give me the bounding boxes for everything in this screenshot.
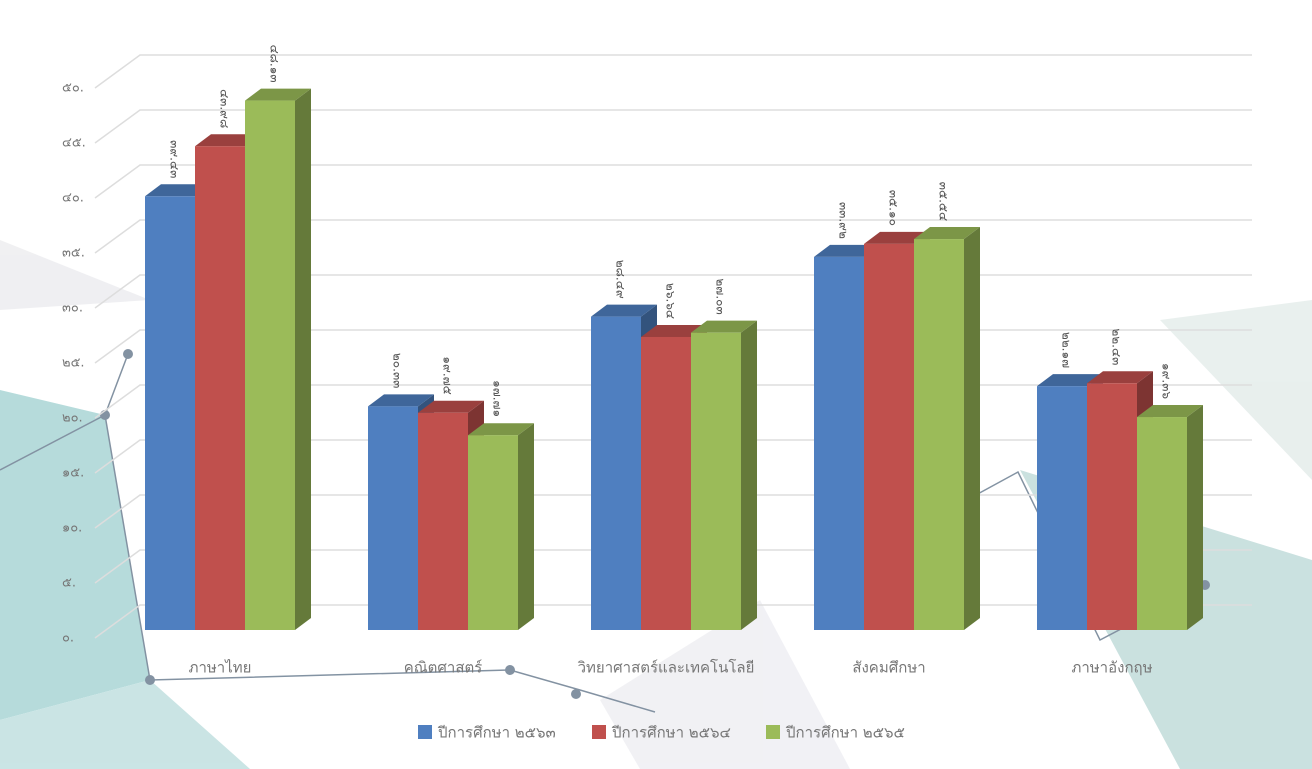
bar-side xyxy=(741,320,757,630)
legend-label: ปีการศึกษา ๒๕๖๓ xyxy=(437,724,556,742)
x-tick-label: วิทยาศาสตร์และเทคโนโลยี xyxy=(577,659,754,677)
legend-swatch xyxy=(766,725,780,739)
bar-top xyxy=(641,324,707,337)
y-tick-label: ๓๐. xyxy=(62,301,83,316)
grid-line xyxy=(94,164,1252,199)
bar-top xyxy=(145,184,211,197)
bar-top xyxy=(1137,405,1203,418)
bar-top xyxy=(691,320,757,333)
bar-top xyxy=(368,394,434,407)
grid-line xyxy=(94,109,1252,144)
bar-top xyxy=(418,400,484,413)
bar-top xyxy=(1087,371,1153,384)
bar-front xyxy=(1087,383,1137,630)
bar-front xyxy=(195,146,245,630)
bar-front xyxy=(914,239,964,630)
bar-front xyxy=(641,336,691,630)
bar xyxy=(245,88,311,630)
bar-top xyxy=(914,227,980,240)
bar-top xyxy=(1037,374,1103,387)
y-tick-label: ๓๕. xyxy=(62,246,85,261)
value-label: ๓๙.๔๓ xyxy=(168,140,182,178)
value-label: ๒๘.๔๙ xyxy=(614,260,628,299)
y-tick-label: ๑๕. xyxy=(62,466,84,481)
bar-side xyxy=(295,88,311,630)
bar-front xyxy=(864,243,914,630)
value-label: ๒๒.๑๗ xyxy=(1060,332,1074,368)
value-label: ๓๕.๕๔ xyxy=(937,182,951,221)
bar-top xyxy=(814,244,880,257)
bar-top xyxy=(864,231,930,244)
x-tick-label: สังคมศึกษา xyxy=(852,659,925,677)
bar xyxy=(1137,405,1203,630)
bar-top xyxy=(468,423,534,436)
bar xyxy=(914,227,980,630)
bar-front xyxy=(468,435,518,630)
y-tick-label: ๔๕. xyxy=(62,136,86,151)
legend-label: ปีการศึกษา ๒๕๖๕ xyxy=(785,724,905,742)
value-label: ๓๕.๑๐ xyxy=(887,190,901,226)
bar-front xyxy=(368,406,418,630)
value-label: ๑๗.๗๑ xyxy=(491,380,505,417)
legend-swatch xyxy=(592,725,606,739)
x-tick-label: คณิตศาสตร์ xyxy=(404,659,483,677)
legend-label: ปีการศึกษา ๒๕๖๔ xyxy=(611,724,731,742)
bar-front xyxy=(691,332,741,630)
y-tick-label: ๑๐. xyxy=(62,521,82,536)
bar-front xyxy=(1137,417,1187,630)
x-tick-label: ภาษาอังกฤษ xyxy=(1071,659,1152,677)
bar-front xyxy=(418,412,468,630)
bar-front xyxy=(814,256,864,630)
y-tick-label: ๒๕. xyxy=(62,356,85,371)
bar xyxy=(468,423,534,630)
plot-area: ๐. ๕. ๑๐. ๑๕. ๒๐. ๒๕. ๓๐. ๓๕. ๔๐. ๔๕. ๕๐. ภาษาไทย ๓๙… xyxy=(62,45,1252,677)
bar-side xyxy=(1187,405,1203,630)
bar-front xyxy=(145,196,195,630)
bar-front xyxy=(591,316,641,630)
value-label: ๒๖.๖๔ xyxy=(664,283,678,319)
bar-top xyxy=(245,88,311,101)
bar-side xyxy=(518,423,534,630)
bar-top xyxy=(195,134,261,147)
bar-top xyxy=(591,304,657,317)
bar xyxy=(691,320,757,630)
legend: ปีการศึกษา ๒๕๖๓ ปีการศึกษา ๒๕๖๔ ปีการศึกษา… xyxy=(418,724,905,742)
legend-swatch xyxy=(418,725,432,739)
value-label: ๔๘.๑๓ xyxy=(268,45,282,83)
grid-line xyxy=(94,219,1252,254)
value-label: ๒๐.๓๓ xyxy=(391,353,405,388)
bar-front xyxy=(245,100,295,630)
y-tick-label: ๕. xyxy=(62,576,76,591)
y-tick-label: ๕๐. xyxy=(62,81,84,96)
bar-front xyxy=(1037,386,1087,630)
bar-side xyxy=(964,227,980,630)
x-tick-label: ภาษาไทย xyxy=(189,659,252,677)
value-label: ๒๒.๔๓ xyxy=(1110,328,1124,365)
y-tick-label: ๔๐. xyxy=(62,191,84,206)
value-label: ๑๙.๗๕ xyxy=(441,356,455,394)
grid-line xyxy=(94,54,1252,89)
value-label: ๔๓.๙๘ xyxy=(218,89,232,128)
y-tick-label: ๐. xyxy=(62,631,74,646)
y-tick-label: ๒๐. xyxy=(62,411,83,426)
value-label: ๒๗.๐๓ xyxy=(714,278,728,314)
bar xyxy=(814,244,880,630)
value-label: ๓๓.๙๒ xyxy=(837,202,851,239)
value-label: ๑๙.๓๖ xyxy=(1160,363,1174,399)
